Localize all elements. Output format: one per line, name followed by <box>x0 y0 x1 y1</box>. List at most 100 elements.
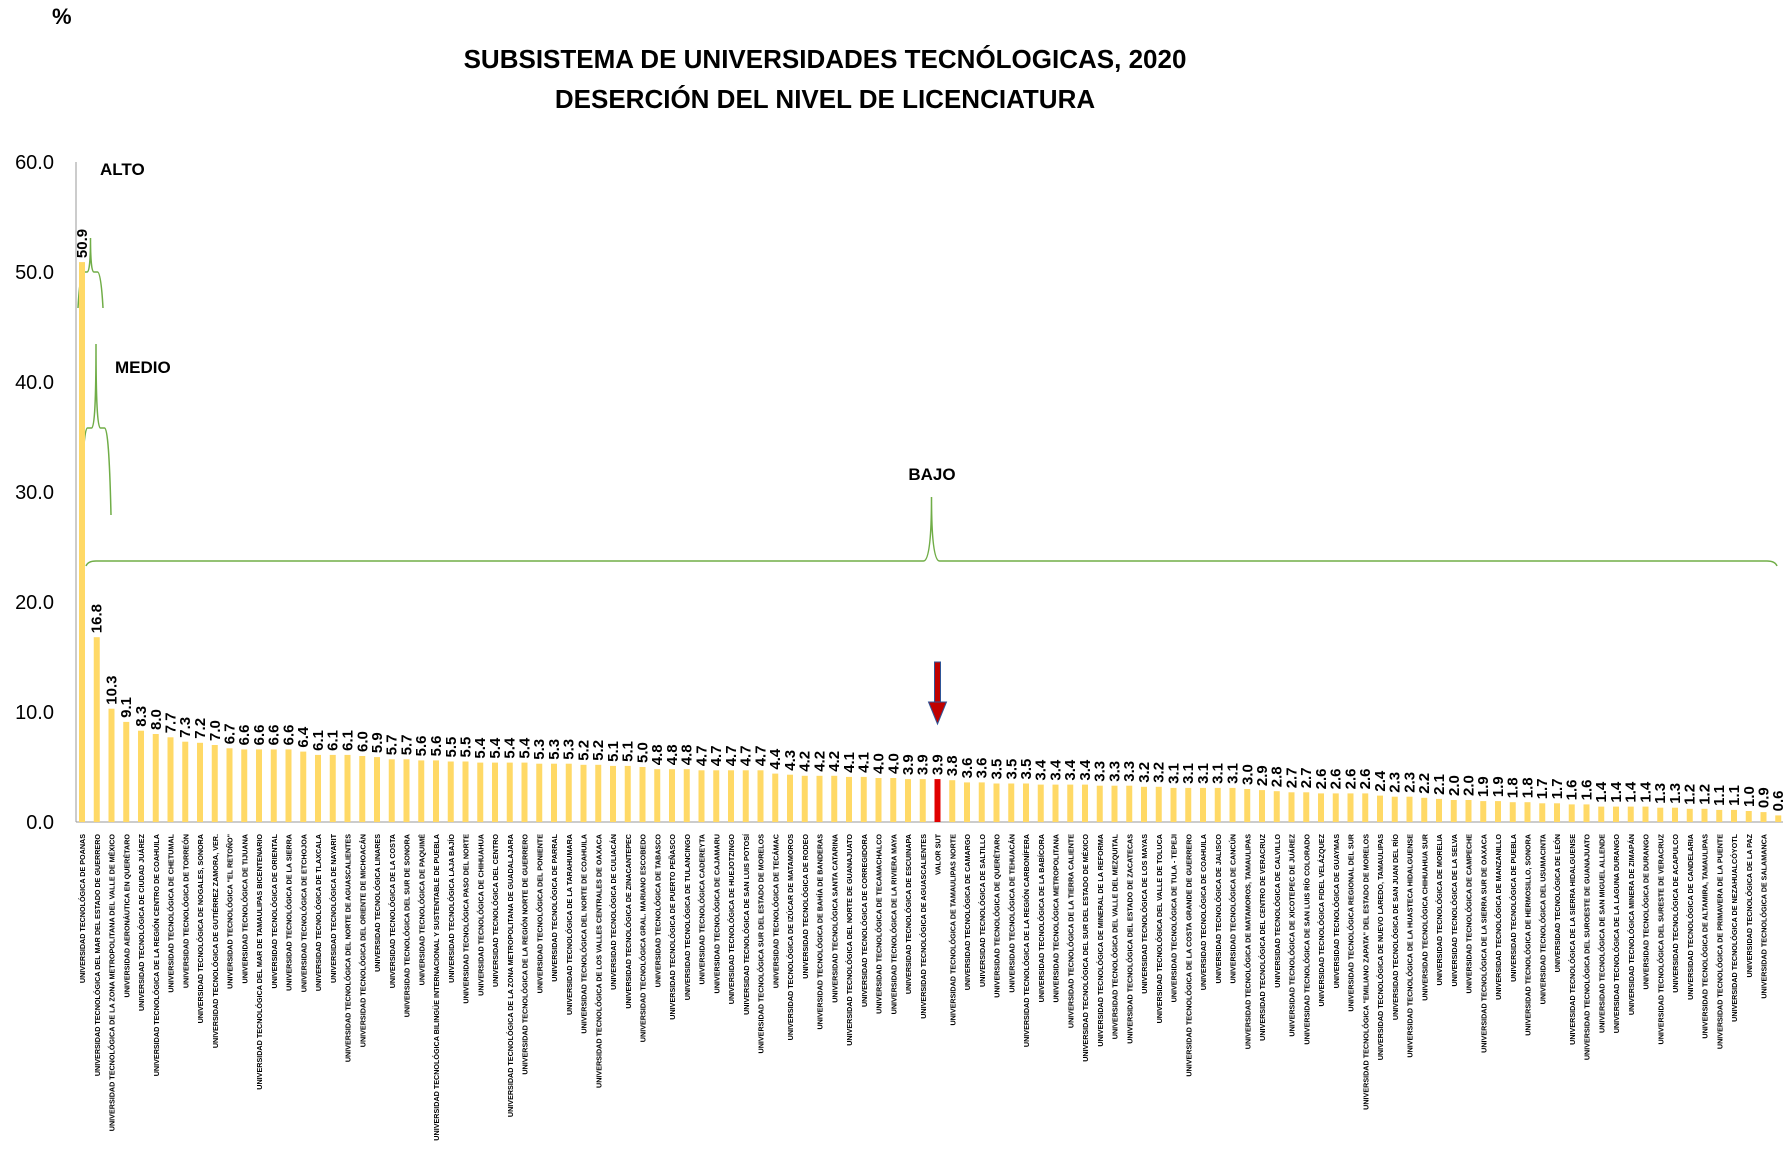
bar <box>1259 790 1265 822</box>
data-label: 4.2 <box>826 751 843 772</box>
data-label: 2.6 <box>1328 769 1345 790</box>
category-label: UNIVERSIDAD TECNOLÓGICA FIDEL VELÁZQUEZ <box>1317 833 1326 1006</box>
data-label: 2.7 <box>1284 767 1301 788</box>
data-label: 5.4 <box>502 737 519 759</box>
category-label: UNIVERSIDAD TECNOLÓGICA DE LA PAZ <box>1745 833 1754 977</box>
data-label: 1.8 <box>1520 777 1537 798</box>
bar <box>300 751 307 822</box>
data-label: 5.4 <box>487 737 504 759</box>
bar <box>359 756 366 822</box>
bar <box>1731 809 1737 822</box>
data-label: 5.3 <box>561 739 578 760</box>
data-label: 6.4 <box>295 726 312 748</box>
category-label: UNIVERSIDAD TECNOLÓGICA DE CORREGIDORA <box>860 834 869 1007</box>
bar <box>447 761 454 822</box>
data-label: 6.6 <box>251 725 268 746</box>
data-label: 9.1 <box>118 697 135 718</box>
category-label: UNIVERSIDAD TECNOLÓGICA DE ORIENTAL <box>270 833 279 988</box>
category-label: UNIVERSIDAD TECNOLÓGICA DE SALAMANCA <box>1760 834 1769 999</box>
data-label: 4.4 <box>767 748 784 770</box>
category-label: UNIVERSIDAD TECNOLÓGICA DE TECÁMAC <box>771 834 780 988</box>
category-label: UNIVERSIDAD TECNOLÓGICA DE TABASCO <box>653 834 662 988</box>
data-label: 5.1 <box>620 741 637 762</box>
category-label: UNIVERSIDAD TECNOLÓGICA DE GUTIÉRREZ ZAM… <box>211 834 220 1048</box>
data-label: 5.6 <box>428 736 445 757</box>
bar <box>1096 785 1103 822</box>
bar <box>1288 792 1295 822</box>
bar <box>610 765 616 822</box>
bracket-bajo <box>85 496 1778 567</box>
bar <box>860 776 867 822</box>
category-label: UNIVERSIDAD TECNOLÓGICA DE SAN LUIS POTO… <box>742 833 751 1015</box>
category-label: UNIVERSIDAD TECNOLÓGICA BILINGÜE INTERNA… <box>432 834 441 1141</box>
category-label: UNIVERSIDAD TECNOLÓGICA DE CALVILLO <box>1273 834 1282 988</box>
bar <box>108 708 115 822</box>
bar <box>905 779 911 822</box>
bar <box>1672 807 1678 822</box>
data-label: 3.1 <box>1195 763 1212 784</box>
bar <box>506 762 513 822</box>
bar <box>285 749 292 822</box>
category-label: UNIVERSIDAD TECNOLÓGICA DE TEHUACÁN <box>1007 834 1016 993</box>
data-label: 5.9 <box>369 732 386 753</box>
category-label: UNIVERSIDAD TECNOLÓGICA LINARES <box>373 834 382 972</box>
category-label: UNIVERSIDAD TECNOLÓGICA DE MORELIA <box>1435 834 1444 985</box>
bar <box>1613 806 1619 822</box>
data-label: 6.1 <box>325 730 342 751</box>
category-label: UNIVERSIDAD TECNOLÓGICA LAJA BAJÍO <box>447 834 456 983</box>
y-tick-label: 50.0 <box>15 262 54 284</box>
bar <box>138 730 144 822</box>
data-label: 1.0 <box>1741 786 1758 807</box>
highlight-arrow <box>927 661 948 726</box>
bar <box>1760 812 1767 822</box>
y-tick-label: 40.0 <box>15 372 54 394</box>
data-label: 3.3 <box>1121 761 1138 782</box>
bar <box>1391 796 1398 822</box>
data-label: 5.5 <box>458 737 475 758</box>
bar <box>1067 784 1074 822</box>
bar <box>329 754 336 822</box>
category-label: UNIVERSIDAD TECNOLÓGICA DEL SUR DE SONOR… <box>403 834 412 1017</box>
bar <box>875 778 882 822</box>
bar <box>1450 800 1457 822</box>
category-label: UNIVERSIDAD TECNOLÓGICA SUR DEL ESTADO D… <box>757 834 766 1054</box>
bar <box>182 741 189 822</box>
data-label: 3.5 <box>1003 759 1020 780</box>
bar <box>152 734 159 822</box>
category-label: UNIVERSIDAD TECNOLÓGICA DE CIUDAD JUÁREZ <box>137 833 146 1011</box>
category-label: UNIVERSIDAD TECNOLÓGICA DE LA RIVIERA MA… <box>889 834 898 1014</box>
data-label: 1.7 <box>1549 778 1566 799</box>
bar <box>1657 807 1664 822</box>
data-label: 1.1 <box>1711 785 1728 806</box>
data-label: 5.5 <box>443 737 460 758</box>
bar <box>418 760 425 822</box>
bar <box>654 769 661 822</box>
bar <box>123 721 130 822</box>
bar <box>846 776 852 822</box>
data-label: 1.6 <box>1579 780 1596 801</box>
category-label: UNIVERSIDAD TECNOLÓGICA DE PARRAL <box>550 833 559 981</box>
data-label: 3.5 <box>989 759 1006 780</box>
bar <box>536 763 543 822</box>
y-tick-label: 0.0 <box>26 812 54 834</box>
category-label: UNIVERSIDAD TECNOLÓGICA METROPOLITANA <box>1052 834 1061 1003</box>
arrow-shaft <box>934 661 941 703</box>
bar <box>374 757 380 822</box>
category-label: UNIVERSIDAD TECNOLÓGICA DE CAJAMARU <box>712 834 721 993</box>
category-label: UNIVERSIDAD TECNOLÓGICA DE NEZAHUALCÓYOT… <box>1730 833 1739 1021</box>
category-label: UNIVERSIDAD TECNOLÓGICA DE BAHÍA DE BAND… <box>816 834 825 1030</box>
data-label: 4.7 <box>708 745 725 766</box>
bar <box>698 770 705 822</box>
data-label: 5.3 <box>546 739 563 760</box>
category-label: UNIVERSIDAD TECNOLÓGICA DE TORREÓN <box>181 834 190 988</box>
data-label: 3.2 <box>1151 762 1168 783</box>
bar <box>1642 806 1649 822</box>
category-label: UNIVERSIDAD TECNOLÓGICA DE LOS VALLES CE… <box>594 834 603 1088</box>
data-label: 2.8 <box>1269 766 1286 787</box>
category-label: UNIVERSIDAD TECNOLÓGICA DE CULIACÁN <box>609 834 618 990</box>
category-label: UNIVERSIDAD TECNOLÓGICA DEL MAR DEL ESTA… <box>93 834 102 1077</box>
bar <box>1052 784 1059 822</box>
bar <box>1421 797 1428 822</box>
bar <box>1170 787 1177 822</box>
data-label: 5.1 <box>605 741 622 762</box>
